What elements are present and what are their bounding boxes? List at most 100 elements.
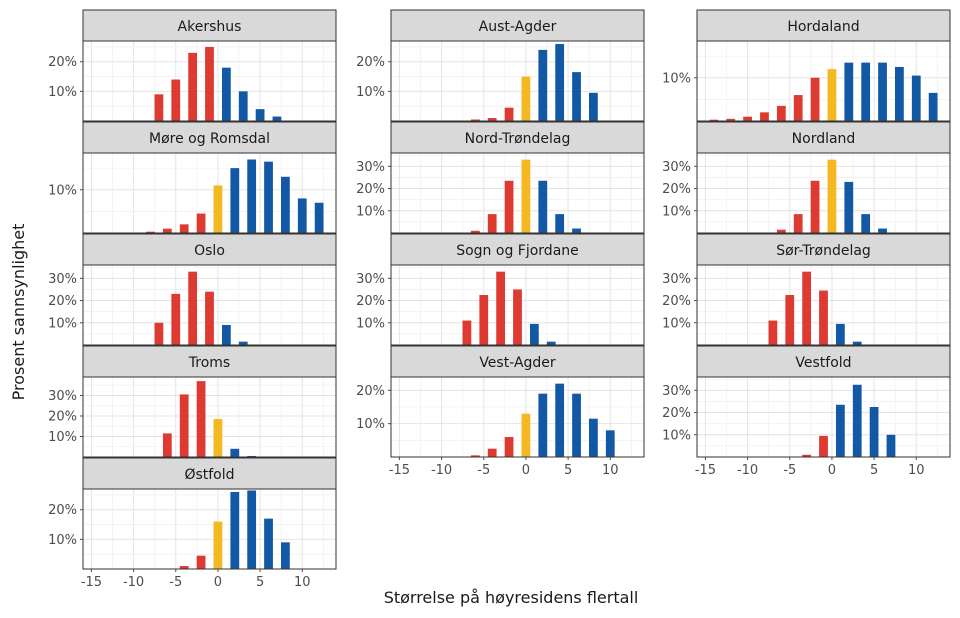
probability-bar (726, 118, 736, 121)
facet-title: Akershus (178, 19, 242, 35)
y-tick-label: 20% (48, 503, 77, 518)
probability-bar (205, 46, 214, 121)
x-tick-label: -15 (389, 463, 410, 478)
probability-bar (479, 295, 489, 345)
probability-bar (521, 76, 531, 121)
facet-strip (82, 457, 337, 490)
panel-frame (82, 152, 337, 234)
panel-frame (82, 40, 337, 122)
panel-frame (696, 264, 951, 346)
panel-frame (390, 40, 645, 122)
panel-frame (82, 264, 337, 346)
probability-bar (470, 455, 480, 457)
y-tick-label: 20% (356, 55, 385, 70)
probability-bar (171, 293, 181, 345)
probability-bar (878, 62, 887, 121)
y-tick-label: 30% (356, 272, 385, 287)
probability-bar (538, 49, 548, 122)
x-tick-label: -10 (431, 463, 452, 478)
facet-strip (390, 345, 645, 378)
y-tick-label: 30% (48, 389, 77, 404)
probability-bar (179, 566, 189, 569)
probability-bar (196, 555, 206, 569)
facet-title: Troms (188, 355, 230, 371)
plot-background (83, 153, 336, 233)
y-tick-label: 10% (48, 85, 77, 100)
y-tick-label: 30% (662, 384, 691, 399)
y-tick-label: 10% (48, 430, 77, 445)
probability-bar (221, 325, 231, 345)
y-tick-label: 10% (356, 204, 385, 219)
probability-bar (272, 116, 282, 121)
probability-bar (504, 437, 514, 457)
panel-frame (696, 40, 951, 122)
panel-frame (696, 152, 951, 234)
facet-strip (82, 233, 337, 266)
panel-frame (390, 376, 645, 458)
panel-frame (82, 376, 337, 458)
probability-bar (213, 419, 223, 457)
facet-title: Nordland (792, 131, 856, 147)
probability-bar (179, 224, 189, 233)
facet-strip (390, 233, 645, 266)
probability-bar (238, 91, 248, 121)
probability-bar (572, 228, 581, 233)
facet-title: Østfold (184, 467, 234, 483)
probability-bar (709, 119, 719, 121)
probability-bar (538, 393, 548, 457)
probability-bar (521, 159, 531, 233)
y-tick-label: 10% (356, 417, 385, 432)
y-tick-label: 30% (662, 272, 691, 287)
x-tick-label: -5 (169, 575, 182, 590)
facet-panel: Akershus 10% 20% (48, 9, 337, 122)
probability-bar (785, 295, 795, 345)
x-tick-label: 10 (602, 463, 619, 478)
probability-bar (793, 95, 803, 121)
probability-bar (529, 323, 539, 345)
panel-frame (390, 152, 645, 234)
plot-background (83, 377, 336, 457)
probability-bar (513, 289, 522, 345)
x-tick-label: 0 (828, 463, 836, 478)
probability-bar (743, 116, 752, 121)
probability-bar (179, 394, 189, 457)
facet-strip (696, 9, 951, 42)
x-tick-label: -15 (695, 463, 716, 478)
probability-bar (196, 213, 206, 233)
facet-title: Nord-Trøndelag (465, 131, 571, 147)
probability-bar (255, 109, 265, 121)
facet-panel: Sogn og Fjordane 10% 20% 30% (356, 233, 645, 346)
facet-strip (696, 233, 951, 266)
probability-bar (221, 67, 231, 121)
plot-background (83, 489, 336, 569)
y-axis-title: Prosent sannsynlighet (9, 224, 28, 401)
probability-bar (247, 490, 257, 569)
probability-bar (247, 455, 257, 457)
probability-bar (852, 341, 862, 345)
plot-background (391, 41, 644, 121)
y-tick-label: 20% (48, 55, 77, 70)
probability-bar (521, 413, 531, 457)
facet-strip (82, 121, 337, 154)
probability-bar (281, 542, 290, 569)
facet-panel: Nordland 10% 20% 30% (662, 121, 951, 234)
y-tick-label: 10% (48, 533, 77, 548)
y-tick-label: 10% (48, 316, 77, 331)
x-tick-label: -10 (123, 575, 144, 590)
probability-bar (928, 92, 938, 121)
panel-frame (82, 488, 337, 570)
probability-bar (852, 384, 862, 457)
y-tick-label: 20% (662, 182, 691, 197)
probability-bar (188, 52, 198, 121)
y-tick-label: 20% (662, 406, 691, 421)
facet-panel: Møre og Romsdal 10% (48, 121, 337, 234)
probability-bar (470, 119, 480, 121)
x-tick-label: 0 (522, 463, 530, 478)
probability-bar (886, 434, 896, 457)
facet-strip (390, 121, 645, 154)
y-tick-label: 20% (48, 294, 77, 309)
probability-bar (264, 518, 273, 569)
probability-bar (589, 418, 598, 457)
probability-bar (146, 231, 155, 233)
